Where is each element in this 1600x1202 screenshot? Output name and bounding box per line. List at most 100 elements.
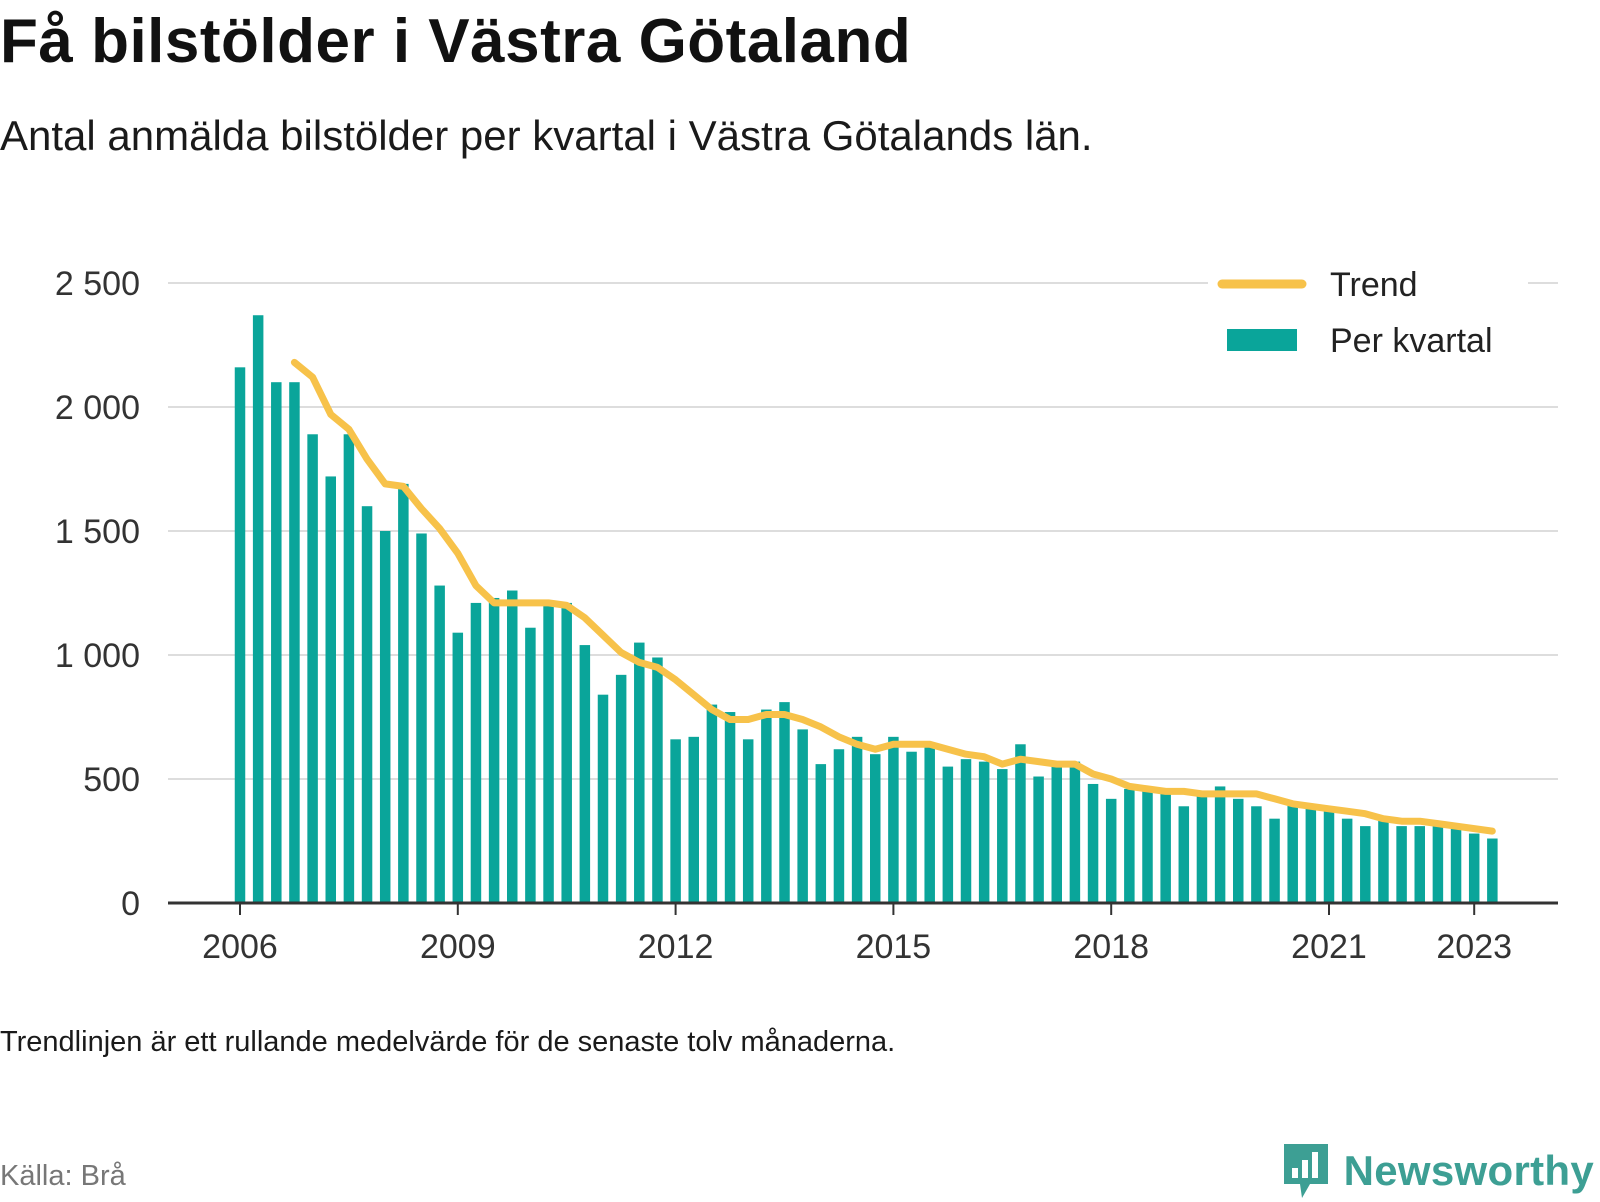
- bar: [724, 712, 736, 903]
- bar: [742, 739, 754, 903]
- bar: [833, 749, 845, 903]
- y-tick-label: 0: [121, 885, 140, 923]
- bar: [1233, 798, 1244, 903]
- x-tick-label: 2023: [1436, 928, 1512, 966]
- bar: [1069, 761, 1081, 903]
- chart-area: 0 500 1 000 1 500 2 000 2 500 2006 2009 2012 201…: [54, 262, 1558, 966]
- bar: [1450, 826, 1462, 903]
- newsworthy-logo-icon: [1283, 1144, 1328, 1198]
- bar: [797, 729, 808, 903]
- bar: [888, 736, 899, 903]
- bar: [434, 585, 445, 903]
- bar: [525, 627, 536, 903]
- bar: [1487, 838, 1498, 903]
- bar: [1087, 783, 1099, 903]
- brand-name: Newsworthy: [1343, 1147, 1594, 1194]
- x-tick-label: 2018: [1073, 928, 1149, 966]
- bar: [1033, 776, 1044, 903]
- bar: [1015, 744, 1026, 903]
- bar: [307, 434, 318, 903]
- y-axis-labels: 0 500 1 000 1 500 2 000 2 500: [55, 265, 140, 923]
- bar: [289, 382, 300, 903]
- y-tick-label: 2 500: [55, 265, 140, 303]
- y-tick-label: 1 500: [55, 513, 140, 551]
- bar: [1287, 803, 1298, 903]
- x-tick-label: 2015: [856, 928, 932, 966]
- legend: Trend Per kvartal: [1208, 262, 1528, 372]
- bar: [942, 766, 954, 903]
- bar: [960, 759, 972, 903]
- bar: [343, 434, 355, 903]
- bar: [1323, 811, 1335, 903]
- bar: [361, 506, 373, 903]
- y-tick-label: 500: [83, 761, 140, 799]
- bar: [870, 754, 881, 903]
- bar: [1414, 826, 1425, 903]
- bar: [1142, 788, 1153, 903]
- trend-line: [290, 358, 1496, 835]
- x-tick-label: 2009: [420, 928, 496, 966]
- bar: [416, 533, 427, 903]
- bar: [325, 476, 336, 903]
- bar: [706, 704, 718, 903]
- bar: [1196, 793, 1208, 903]
- bar: [561, 602, 572, 903]
- bar: [1360, 826, 1371, 903]
- legend-bar-swatch: [1227, 329, 1297, 351]
- footnote: Trendlinjen är ett rullande medelvärde f…: [0, 1026, 896, 1058]
- bar: [1105, 798, 1117, 903]
- bar: [761, 709, 772, 903]
- bar: [815, 764, 827, 903]
- bar: [1305, 808, 1317, 903]
- chart-title: Få bilstölder i Västra Götaland: [0, 7, 912, 76]
- bar: [507, 590, 518, 903]
- legend-bar-label: Per kvartal: [1330, 322, 1493, 360]
- bar: [1341, 818, 1353, 903]
- bar: [997, 769, 1008, 903]
- bar: [1251, 806, 1262, 903]
- bar: [1269, 818, 1280, 903]
- bar: [924, 746, 935, 903]
- bar: [579, 645, 591, 903]
- x-tick-label: 2021: [1291, 928, 1367, 966]
- chart-subtitle: Antal anmälda bilstölder per kvartal i V…: [0, 112, 1093, 159]
- y-tick-label: 2 000: [55, 389, 140, 427]
- bar: [688, 736, 699, 903]
- bar: [652, 657, 663, 903]
- brand-logo: Newsworthy: [1280, 1140, 1594, 1202]
- bar: [1378, 818, 1389, 903]
- bar: [398, 483, 409, 903]
- bar: [271, 382, 282, 903]
- bar: [978, 761, 990, 903]
- bar: [634, 642, 645, 903]
- x-tick-label: 2006: [202, 928, 278, 966]
- y-tick-label: 1 000: [55, 637, 140, 675]
- bar: [1396, 826, 1407, 903]
- source-label: Källa: Brå: [0, 1160, 126, 1192]
- x-axis: 2006 2009 2012 2015 2018 2021 2023: [168, 901, 1558, 966]
- bar: [470, 602, 482, 903]
- bar: [851, 736, 863, 903]
- bar: [234, 367, 246, 903]
- bar: [615, 674, 627, 903]
- bar: [906, 751, 917, 903]
- trend-line-layer: [290, 358, 1496, 835]
- bar: [1432, 823, 1444, 903]
- legend-trend-label: Trend: [1330, 266, 1418, 304]
- bar: [670, 739, 681, 903]
- bar: [779, 702, 790, 903]
- bar: [379, 531, 391, 903]
- bar: [1124, 788, 1135, 903]
- bars: [234, 315, 1498, 903]
- bar: [1051, 766, 1062, 903]
- bar: [543, 602, 554, 903]
- bar: [452, 632, 464, 903]
- bar: [1468, 833, 1480, 903]
- x-tick-label: 2012: [638, 928, 714, 966]
- bar: [1160, 791, 1171, 903]
- bar: [1214, 786, 1226, 903]
- bar: [252, 315, 264, 903]
- bar: [597, 694, 609, 903]
- bar: [488, 597, 500, 903]
- bar: [1178, 806, 1190, 903]
